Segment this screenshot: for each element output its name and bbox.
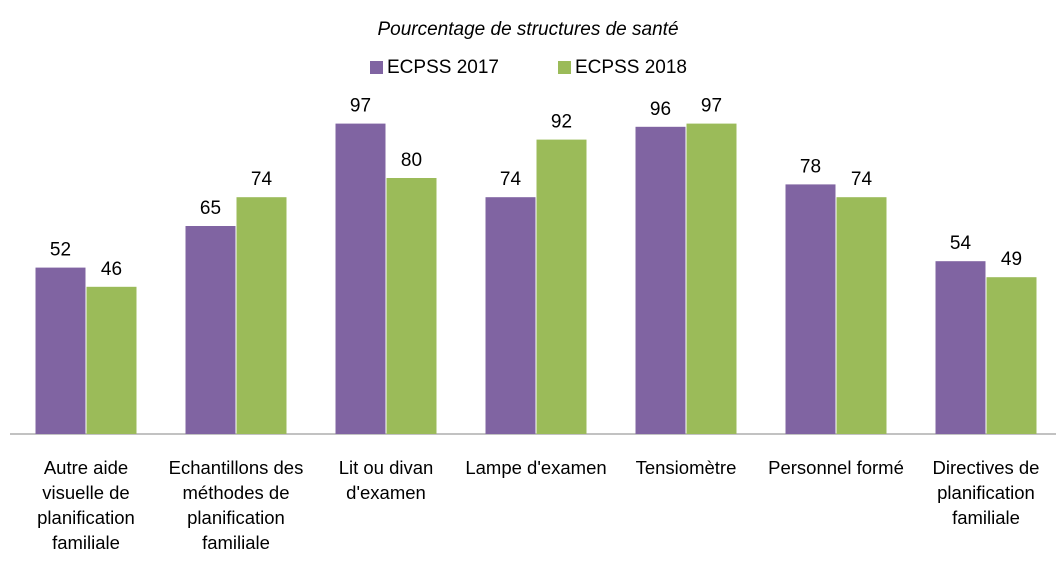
x-tick-label: Directives de planification familiale (932, 457, 1040, 528)
bar (335, 123, 386, 434)
data-label: 97 (350, 96, 371, 117)
bar (686, 123, 737, 434)
data-label: 65 (200, 198, 221, 219)
data-label: 80 (401, 150, 422, 171)
bar (35, 267, 86, 434)
bar (836, 197, 887, 434)
bar (386, 178, 437, 434)
data-label: 97 (701, 96, 722, 117)
data-label: 52 (50, 240, 71, 261)
bar (185, 226, 236, 434)
data-label: 96 (650, 99, 671, 120)
chart-title: Pourcentage de structures de santé (377, 19, 678, 40)
x-tick-label: Lit ou divan d'examen (338, 457, 434, 503)
x-tick-label: Echantillons des méthodes de planificati… (168, 457, 304, 553)
legend-swatch (370, 61, 383, 74)
bar (785, 184, 836, 434)
data-label: 46 (101, 259, 122, 280)
bar (236, 197, 287, 434)
data-label: 92 (551, 112, 572, 133)
bar (635, 126, 686, 435)
legend-swatch (558, 61, 571, 74)
bar (935, 261, 986, 434)
bar (536, 139, 587, 434)
data-label: 74 (851, 169, 873, 190)
x-tick-label: Autre aide visuelle de planification fam… (37, 457, 135, 553)
x-tick-label: Personnel formé (768, 457, 904, 478)
bar (986, 277, 1037, 434)
data-label: 78 (800, 156, 821, 177)
x-tick-label: Lampe d'examen (465, 457, 607, 478)
data-label: 74 (500, 169, 522, 190)
bar (485, 197, 536, 434)
legend-label: ECPSS 2017 (387, 57, 499, 78)
bar (86, 286, 137, 434)
data-label: 49 (1001, 249, 1022, 270)
x-tick-label: Tensiomètre (635, 457, 737, 478)
data-label: 74 (251, 169, 273, 190)
legend-label: ECPSS 2018 (575, 57, 687, 78)
data-label: 54 (950, 233, 972, 254)
